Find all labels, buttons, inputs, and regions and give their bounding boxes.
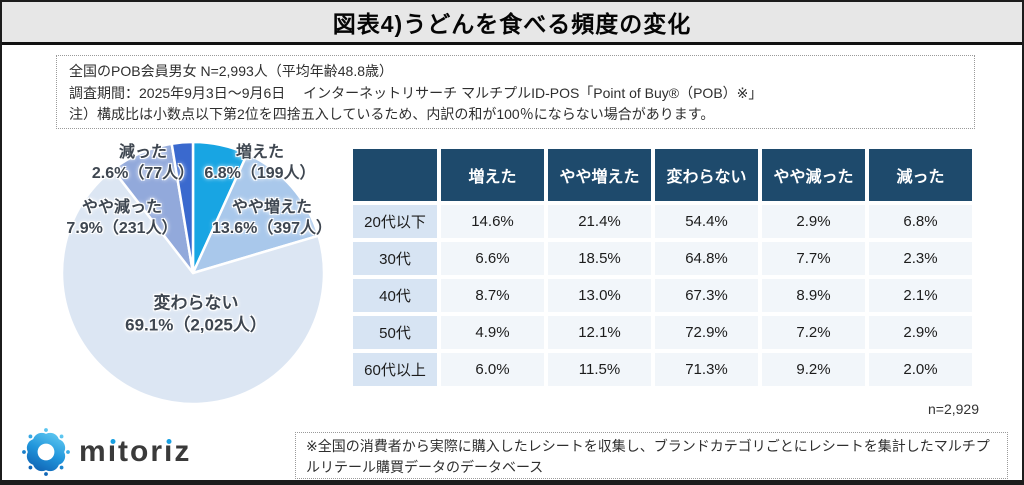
pie-label-value: 13.6%（397人） xyxy=(211,220,333,237)
pie-label-value: 2.6%（77人） xyxy=(91,165,195,182)
logo-letter: ı xyxy=(107,435,119,468)
survey-info-line1: 全国のPOB会員男女 N=2,993人（平均年齢48.8歳） xyxy=(69,63,394,79)
table-cell: 71.3% xyxy=(655,353,758,386)
pie-label-increased: 増えた 6.8%（199人） xyxy=(204,142,315,184)
pie-label-somewhat-decreased: やや減った 7.9%（231人） xyxy=(66,197,177,239)
pie-slice-2 xyxy=(60,168,326,406)
table-cell: 7.2% xyxy=(762,316,865,349)
table-cell: 11.5% xyxy=(548,353,651,386)
table-row-label: 40代 xyxy=(353,279,437,312)
table-cell: 6.6% xyxy=(441,242,544,275)
table-cell: 12.1% xyxy=(548,316,651,349)
footnote-text: ※全国の消費者から実際に購入したレシートを収集し、ブランドカテゴリごとにレシート… xyxy=(306,438,990,475)
pie-label-value: 69.1%（2,025人） xyxy=(125,316,267,335)
mitoriz-logo-icon xyxy=(22,428,70,476)
footnote-box: ※全国の消費者から実際に購入したレシートを収集し、ブランドカテゴリごとにレシート… xyxy=(295,432,1008,479)
logo-letter: o xyxy=(130,435,151,468)
pie-label-name: 減った xyxy=(118,143,167,161)
pie-label-value: 6.8%（199人） xyxy=(204,165,316,182)
table-cell: 54.4% xyxy=(655,205,758,238)
logo-letter: z xyxy=(174,435,192,468)
pie-slice-4 xyxy=(170,140,195,275)
table-col-header: 変わらない xyxy=(655,149,758,201)
pie-label-name: やや増えた xyxy=(231,198,313,216)
logo-i-dot xyxy=(166,439,172,444)
pie-label-name: 増えた xyxy=(235,143,285,161)
table-col-header: 増えた xyxy=(441,149,544,201)
table-col-header: やや増えた xyxy=(548,149,651,201)
table-cell: 2.9% xyxy=(869,316,972,349)
table-cell: 2.0% xyxy=(869,353,972,386)
table-row: 20代以下 14.6% 21.4% 54.4% 2.9% 6.8% xyxy=(353,205,972,238)
table-cell: 2.1% xyxy=(869,279,972,312)
survey-info-box: 全国のPOB会員男女 N=2,993人（平均年齢48.8歳） 調査期間：2025… xyxy=(56,55,975,129)
table-row: 40代 8.7% 13.0% 67.3% 8.9% 2.1% xyxy=(353,279,972,312)
table-cell: 67.3% xyxy=(655,279,758,312)
logo-i-dot xyxy=(110,439,116,444)
table-row-label: 50代 xyxy=(353,316,437,349)
pie-slice-1 xyxy=(191,152,320,275)
table-row: 60代以上 6.0% 11.5% 71.3% 9.2% 2.0% xyxy=(353,353,972,386)
pie-label-value: 7.9%（231人） xyxy=(66,220,178,237)
table-row-label: 30代 xyxy=(353,242,437,275)
sample-size-note: n=2,929 xyxy=(928,401,979,417)
pie-chart xyxy=(60,140,326,406)
table-cell: 72.9% xyxy=(655,316,758,349)
pie-label-name: やや減った xyxy=(81,198,163,216)
table-row-label: 60代以上 xyxy=(353,353,437,386)
mitoriz-logo: mı torı z xyxy=(22,426,191,478)
pie-label-name: 変わらない xyxy=(153,293,239,313)
survey-info-line2: 調査期間：2025年9月3日～9月6日 インターネットリサーチ マルチプルID-… xyxy=(69,84,763,101)
age-frequency-table: 増えた やや増えた 変わらない やや減った 減った 20代以下 14.6% 21.4% 54.… xyxy=(349,145,976,390)
table-cell: 18.5% xyxy=(548,242,651,275)
table-col-header: やや減った xyxy=(762,149,865,201)
logo-letter: ı xyxy=(164,435,175,468)
table-cell: 13.0% xyxy=(548,279,651,312)
page-title: 図表4)うどんを食べる頻度の変化 xyxy=(332,11,692,37)
table-cell: 6.0% xyxy=(441,353,544,386)
title-bar: 図表4)うどんを食べる頻度の変化 xyxy=(2,2,1022,45)
mitoriz-logo-text: mı torı z xyxy=(79,435,191,469)
table-corner-cell xyxy=(353,149,437,201)
table-col-header: 減った xyxy=(869,149,972,201)
pie-label-somewhat-increased: やや増えた 13.6%（397人） xyxy=(212,197,332,239)
pie-label-decreased: 減った 2.6%（77人） xyxy=(92,142,194,184)
table-cell: 8.9% xyxy=(762,279,865,312)
table-cell: 8.7% xyxy=(441,279,544,312)
table-cell: 64.8% xyxy=(655,242,758,275)
table-cell: 21.4% xyxy=(548,205,651,238)
table-cell: 14.6% xyxy=(441,205,544,238)
table-row-label: 20代以下 xyxy=(353,205,437,238)
logo-letter: t xyxy=(118,435,131,468)
table-row: 50代 4.9% 12.1% 72.9% 7.2% 2.9% xyxy=(353,316,972,349)
table-cell: 7.7% xyxy=(762,242,865,275)
logo-letter: m xyxy=(79,435,108,468)
table-cell: 2.3% xyxy=(869,242,972,275)
table-cell: 6.8% xyxy=(869,205,972,238)
survey-info-line3: 注）構成比は小数点以下第2位を四捨五入しているため、内訳の和が100％にならない… xyxy=(69,106,715,123)
logo-letter: r xyxy=(150,435,165,468)
table-cell: 4.9% xyxy=(441,316,544,349)
table-cell: 2.9% xyxy=(762,205,865,238)
table-header-row: 増えた やや増えた 変わらない やや減った 減った xyxy=(353,149,972,201)
table-row: 30代 6.6% 18.5% 64.8% 7.7% 2.3% xyxy=(353,242,972,275)
pie-label-unchanged: 変わらない 69.1%（2,025人） xyxy=(125,293,267,338)
table-cell: 9.2% xyxy=(762,353,865,386)
